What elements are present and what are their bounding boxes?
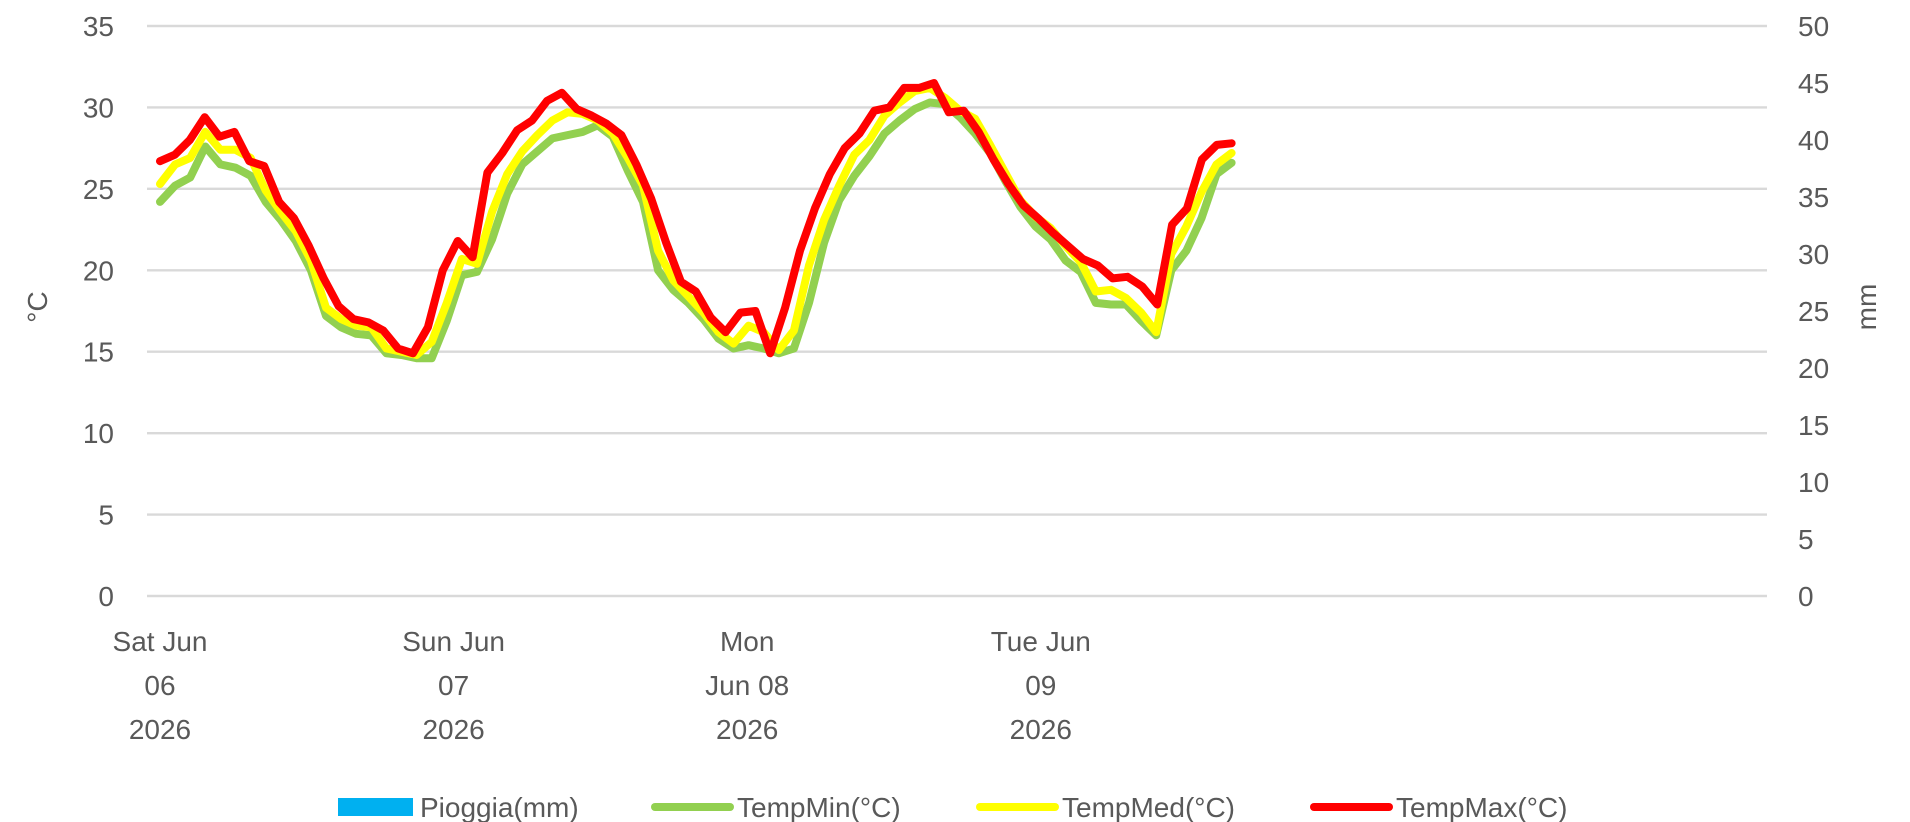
series-lines (156, 79, 1236, 363)
legend-swatch (338, 798, 413, 816)
right-tick-label: 45 (1798, 68, 1829, 99)
legend-label: TempMin(°C) (737, 792, 901, 822)
y-axis-left-label: °C (22, 291, 53, 322)
right-tick-label: 25 (1798, 296, 1829, 327)
left-tick-label: 0 (98, 581, 114, 612)
right-axis-ticks: 0 5 10 15 20 25 30 35 40 45 50 (1798, 11, 1829, 612)
x-tick-label: Sun Jun (402, 626, 505, 657)
x-tick-label: 09 (1025, 670, 1056, 701)
right-tick-label: 15 (1798, 410, 1829, 441)
x-tick-label: 07 (438, 670, 469, 701)
x-tick-label: Jun 08 (705, 670, 789, 701)
left-tick-label: 20 (83, 255, 114, 286)
left-tick-label: 15 (83, 337, 114, 368)
legend: Pioggia(mm) TempMin(°C) TempMed(°C) TempMax… (338, 792, 1567, 822)
x-tick-label: 2026 (129, 714, 191, 745)
series-line-tempmin-c (156, 98, 1236, 363)
left-axis-ticks: 0 5 10 15 20 25 30 35 (83, 11, 114, 612)
x-tick-label: Tue Jun (991, 626, 1091, 657)
y-axis-right-label: mm (1851, 284, 1882, 331)
left-tick-label: 10 (83, 418, 114, 449)
x-axis-ticks: Sat Jun 06 2026 Sun Jun 07 2026 Mon Jun 08 2026 T… (113, 626, 1091, 745)
x-tick-label: 06 (144, 670, 175, 701)
right-tick-label: 35 (1798, 182, 1829, 213)
right-tick-label: 10 (1798, 467, 1829, 498)
left-tick-label: 5 (98, 500, 114, 531)
x-tick-label: Mon (720, 626, 774, 657)
right-tick-label: 40 (1798, 125, 1829, 156)
right-tick-label: 30 (1798, 239, 1829, 270)
x-tick-label: Sat Jun (113, 626, 208, 657)
right-tick-label: 50 (1798, 11, 1829, 42)
left-tick-label: 25 (83, 174, 114, 205)
left-tick-label: 30 (83, 92, 114, 123)
legend-label: TempMax(°C) (1396, 792, 1567, 822)
x-tick-label: 2026 (1010, 714, 1072, 745)
right-tick-label: 20 (1798, 353, 1829, 384)
right-tick-label: 5 (1798, 524, 1814, 555)
series-line-tempmax-c (156, 79, 1236, 358)
legend-label: Pioggia(mm) (420, 792, 579, 822)
x-tick-label: 2026 (422, 714, 484, 745)
legend-label: TempMed(°C) (1062, 792, 1235, 822)
right-tick-label: 0 (1798, 581, 1814, 612)
left-tick-label: 35 (83, 11, 114, 42)
x-tick-label: 2026 (716, 714, 778, 745)
